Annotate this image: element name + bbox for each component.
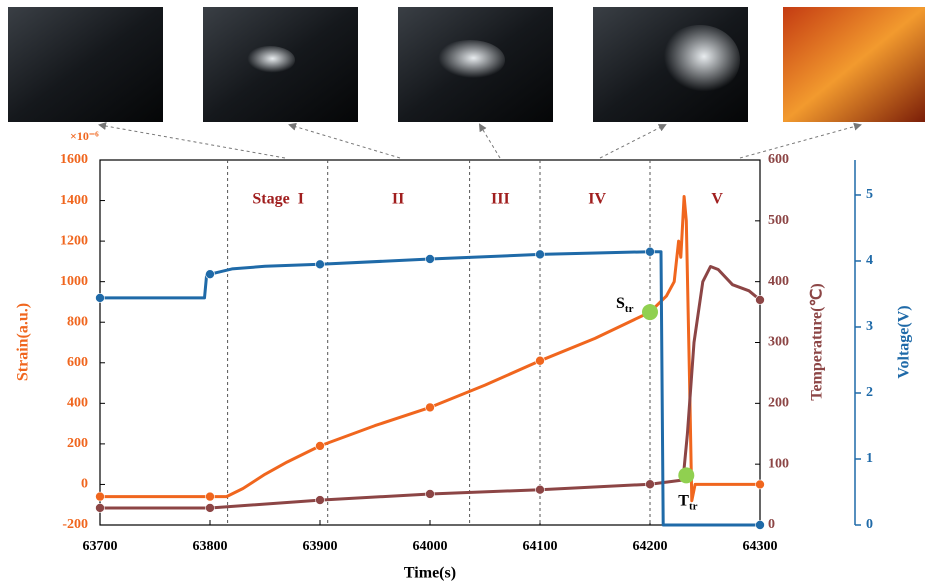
annotation: Str	[616, 295, 634, 315]
series-marker	[755, 295, 765, 305]
annotation-sub: tr	[625, 303, 634, 315]
x-tick-label: 63800	[193, 539, 228, 554]
y3-tick-label: 2	[866, 385, 873, 400]
photo-links	[98, 122, 862, 159]
y2-tick-label: 400	[768, 274, 789, 289]
x-tick-label: 64300	[743, 539, 778, 554]
y-tick-label: 1200	[60, 233, 88, 248]
x-tick-label: 64000	[413, 539, 448, 554]
series-marker	[425, 489, 435, 499]
link-arrow	[739, 122, 862, 159]
series-line	[100, 265, 761, 510]
photos	[8, 7, 925, 122]
series-marker	[535, 355, 545, 366]
y-tick-label: 400	[67, 396, 88, 411]
y2-tick-label: 300	[768, 335, 789, 350]
series-marker	[205, 503, 215, 513]
series-marker	[205, 491, 215, 502]
x-tick-label: 63700	[83, 539, 118, 554]
y2-axis-title: Temperature(℃)	[809, 283, 826, 401]
x-tick-label: 64100	[523, 539, 558, 554]
link-arrow	[288, 122, 401, 159]
y-tick-label: 600	[67, 355, 88, 370]
y3-tick-label: 1	[866, 451, 873, 466]
series-marker	[535, 249, 545, 260]
series-marker	[315, 259, 325, 270]
series-marker	[755, 479, 765, 490]
series-marker	[645, 246, 655, 257]
series-line	[100, 195, 760, 503]
annotation-sub: tr	[689, 500, 698, 512]
annotation-text: S	[616, 295, 625, 312]
y2-tick-label: 600	[768, 152, 789, 167]
y3-tick-label: 3	[866, 319, 873, 334]
stage-label: Stage I	[252, 191, 304, 208]
link-arrow	[478, 123, 501, 159]
annotation: Ttr	[678, 492, 697, 512]
y2-tick-label: 100	[768, 456, 789, 471]
series-marker	[645, 479, 655, 490]
y2-tick-label: 200	[768, 396, 789, 411]
series-marker	[535, 484, 545, 495]
y-tick-label: 1600	[60, 152, 88, 167]
y3-tick-label: 0	[866, 517, 873, 532]
series-marker	[95, 503, 105, 513]
photo	[783, 7, 925, 122]
y-tick-label: 200	[67, 436, 88, 451]
series-marker	[755, 520, 765, 530]
photo-glow	[660, 25, 740, 95]
y2-tick-label: 500	[768, 213, 789, 228]
y2-tick-label: 0	[768, 517, 775, 532]
y-tick-label: 0	[81, 477, 88, 492]
stage-label: III	[491, 191, 510, 208]
y-multiplier: ×10⁻⁶	[70, 129, 99, 143]
x-tick-label: 64200	[633, 539, 668, 554]
stage-label: V	[711, 191, 723, 208]
series-marker	[95, 491, 105, 502]
y-tick-label: 800	[67, 314, 88, 329]
stage-label: II	[392, 191, 404, 208]
link-arrow	[599, 124, 667, 159]
photo-glow	[435, 40, 505, 80]
series-marker	[315, 495, 325, 505]
transition-point	[642, 304, 658, 321]
y3-tick-label: 5	[866, 187, 873, 202]
annotation-text: T	[678, 492, 689, 509]
y-tick-label: 1000	[60, 274, 88, 289]
transition-point	[678, 467, 695, 484]
stage-label: IV	[588, 191, 606, 208]
photo	[8, 7, 163, 122]
y3-tick-label: 4	[866, 253, 873, 268]
series-marker	[205, 269, 215, 279]
y-axis-title: Strain(a.u.)	[15, 303, 32, 381]
y3-axis-title: Voltage(V)	[896, 305, 913, 378]
x-axis-title: Time(s)	[404, 565, 456, 582]
y-tick-label: -200	[62, 517, 88, 532]
series-marker	[95, 293, 105, 303]
y-tick-label: 1400	[60, 193, 88, 208]
link-arrow	[98, 122, 286, 159]
series-marker	[425, 402, 435, 413]
x-tick-label: 63900	[303, 539, 338, 554]
photo-glow	[245, 46, 295, 74]
series-marker	[315, 441, 325, 451]
series-marker	[425, 254, 435, 264]
